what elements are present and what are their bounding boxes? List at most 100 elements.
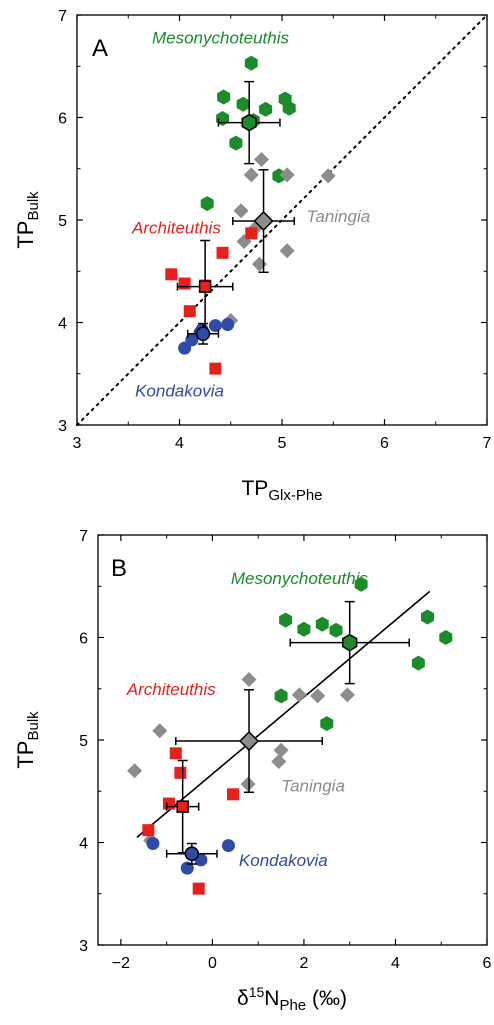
x-tick-label: −2 (112, 955, 130, 972)
x-label-main: δ (237, 987, 249, 1010)
kondakovia-point (221, 318, 235, 332)
panel-A: 3 4 5 6 734567ATPBulkTPGlx-PheMesonychoteuth… (13, 8, 492, 504)
mesonychoteuthis-point (244, 55, 258, 71)
y-axis-label: TPBulk (13, 711, 42, 769)
taningia-point (279, 243, 295, 259)
architeuthis-point (227, 788, 240, 801)
y-tick-label: 7 (58, 8, 67, 25)
y-tick-label: 6 (79, 631, 88, 648)
taningia-point (310, 688, 326, 704)
mesonychoteuthis-point (236, 96, 250, 112)
taningia-point (152, 723, 168, 739)
architeuthis-mean-marker (176, 800, 189, 813)
y-label-sub: Bulk (25, 191, 42, 221)
kondakovia-point (208, 319, 222, 333)
mesonychoteuthis-point (411, 655, 425, 671)
architeuthis-mean-marker (198, 280, 212, 293)
mesonychoteuthis-point (272, 168, 286, 184)
mesonychoteuthis-point (439, 630, 453, 645)
taningia-point (240, 776, 256, 792)
x-label-sub: Glx-Phe (268, 487, 322, 504)
x-label-sub: Phe (279, 997, 306, 1014)
x-label-main: TP (241, 477, 268, 500)
kondakovia-label: Kondakovia (135, 381, 224, 400)
kondakovia-point (146, 837, 160, 851)
series-mesonychoteuthis (274, 576, 453, 732)
architeuthis-point (162, 797, 175, 810)
y-axis-label: TPBulk (13, 191, 42, 249)
taningia-point (243, 167, 259, 183)
x-tick-label: 7 (483, 435, 492, 452)
architeuthis-mean (176, 239, 234, 334)
x-tick-label: 5 (278, 435, 287, 452)
x-label-rest: N (264, 987, 279, 1010)
architeuthis-mean (165, 759, 200, 854)
y-label-main: TP (13, 221, 38, 249)
y-tick-label: 5 (79, 733, 88, 750)
architeuthis-point (174, 766, 187, 779)
x-tick-label: 6 (380, 435, 389, 452)
x-tick-label: 6 (483, 955, 492, 972)
mesonychoteuthis-point (259, 101, 273, 117)
x-label-unit: (‰) (306, 987, 347, 1010)
taningia-point (339, 687, 355, 703)
x-axis-label: δ15NPhe (‰) (237, 984, 347, 1014)
y-label-sub: Bulk (25, 711, 42, 741)
kondakovia-point (178, 341, 192, 355)
series-mesonychoteuthis (200, 55, 296, 212)
mesonychoteuthis-label: Mesonychoteuthis (231, 569, 369, 588)
mesonychoteuthis-mean (217, 80, 281, 165)
taningia-mean-marker (238, 730, 260, 752)
taningia-point (271, 754, 287, 770)
taningia-mean (175, 689, 323, 794)
kondakovia-mean (186, 322, 220, 345)
x-axis-label: TPGlx-Phe (241, 477, 322, 504)
y-tick-label: 4 (79, 836, 88, 853)
one-to-one-line (76, 14, 488, 426)
y-tick-label: 3 (79, 938, 88, 955)
y-label-main: TP (13, 741, 38, 769)
mesonychoteuthis-point (217, 89, 231, 105)
taningia-point (279, 167, 295, 183)
kondakovia-label: Kondakovia (239, 851, 328, 870)
architeuthis-point (192, 882, 205, 895)
architeuthis-label: Architeuthis (126, 680, 216, 699)
architeuthis-point (209, 362, 222, 375)
mesonychoteuthis-point (200, 196, 214, 212)
x-label-sup: 15 (249, 984, 265, 1000)
kondakovia-mean-marker (195, 326, 211, 342)
architeuthis-point (169, 747, 182, 760)
mesonychoteuthis-point (229, 135, 243, 151)
regression-line (136, 590, 431, 838)
y-tick-label: 6 (58, 111, 67, 128)
architeuthis-point (245, 227, 258, 240)
taningia-point (127, 763, 143, 779)
taningia-point (320, 168, 336, 184)
taningia-point (241, 672, 257, 688)
panel-B: −2 0 2 4 6 3 4 5 6 7 B TPBulk δ15NPhe (‰) Mesonychote… (13, 528, 492, 1014)
taningia-label: Taningia (281, 776, 345, 795)
mesonychoteuthis-point (354, 576, 368, 592)
panel-letter: A (92, 35, 108, 62)
kondakovia-point (221, 839, 235, 853)
taningia-point (254, 152, 269, 168)
taningia-mean-marker (253, 210, 274, 232)
taningia-point (251, 256, 267, 272)
mesonychoteuthis-point (297, 621, 311, 637)
mesonychoteuthis-point (279, 612, 293, 628)
panel-letter: B (111, 555, 127, 582)
architeuthis-point (183, 305, 196, 318)
mesonychoteuthis-mean (289, 600, 410, 685)
taningia-label: Taningia (307, 207, 371, 226)
y-tick-label: 4 (58, 316, 67, 333)
kondakovia-mean (165, 842, 218, 865)
mesonychoteuthis-point (282, 100, 296, 116)
architeuthis-point (216, 246, 229, 259)
architeuthis-point (178, 277, 191, 290)
y-tick-label: 5 (58, 213, 67, 230)
mesonychoteuthis-label: Mesonychoteuthis (152, 29, 290, 48)
mesonychoteuthis-mean-marker (342, 633, 358, 652)
architeuthis-label: Architeuthis (131, 218, 221, 237)
